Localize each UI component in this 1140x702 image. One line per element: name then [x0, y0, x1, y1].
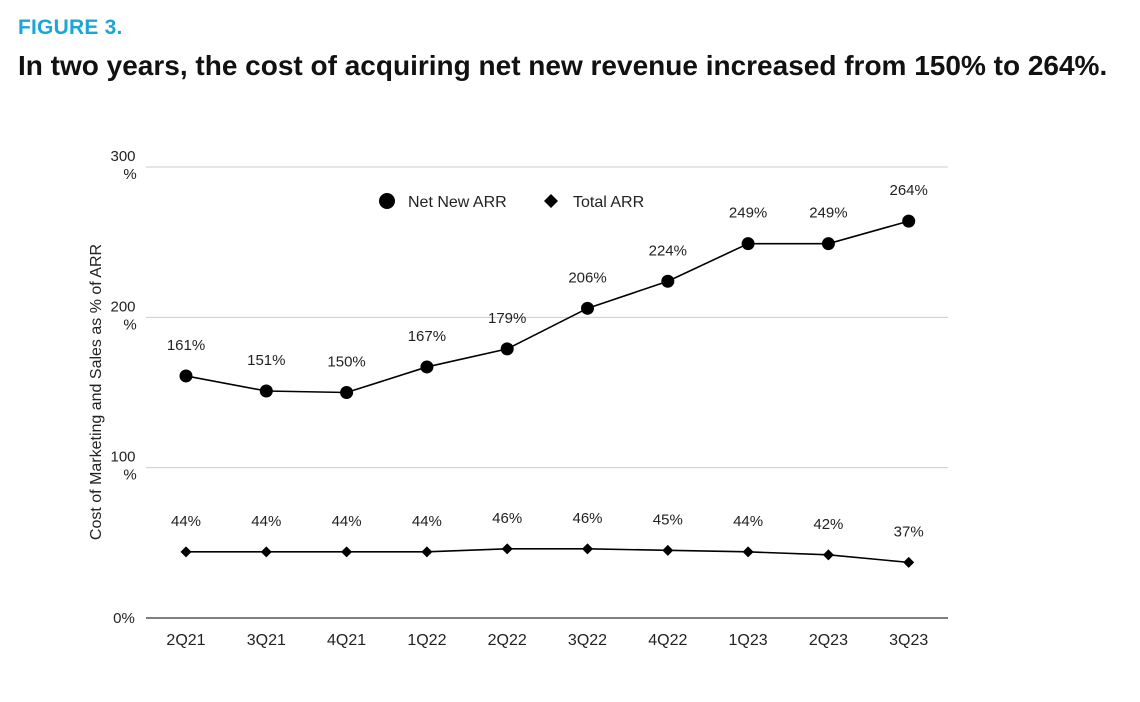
x-tick-label: 2Q23 — [809, 632, 848, 649]
data-label: 44% — [251, 513, 281, 530]
data-label: 44% — [412, 513, 442, 530]
x-tick-label: 1Q22 — [407, 632, 446, 649]
data-point — [661, 274, 675, 288]
data-point — [903, 556, 915, 568]
series-line — [185, 220, 909, 394]
data-point — [581, 301, 594, 315]
legend-marker — [544, 194, 558, 208]
x-tick-label: 4Q21 — [327, 632, 366, 649]
data-label: 249% — [809, 205, 847, 222]
data-label: 224% — [649, 242, 687, 259]
y-tick-label: 100% — [110, 449, 136, 484]
figure-label: FIGURE 3. — [18, 16, 123, 39]
series-total-arr: 44% 44% 44% 44% 46% 46% 45% 44% 42% 37% — [171, 510, 924, 568]
x-tick-label: 3Q22 — [568, 632, 607, 649]
series-net-new-arr: 161% 151% 150% 167% 179% 206% 224% 249% 249% 264% — [167, 182, 928, 399]
series-group: 161% 151% 150% 167% 179% 206% 224% 249% 249% 264%… — [167, 182, 928, 568]
data-point — [180, 546, 192, 558]
data-label: 45% — [653, 511, 683, 528]
y-tick-labels: 0% 100 % 200 % 300% — [110, 148, 136, 627]
data-point — [341, 546, 353, 558]
x-tick-labels: 2Q21 3Q21 4Q21 1Q22 2Q22 3Q22 4Q22 1Q23 2Q23 3Q23 — [166, 632, 928, 649]
data-label: 42% — [813, 516, 843, 533]
data-point — [421, 546, 433, 558]
data-label: 264% — [890, 182, 928, 199]
data-label: 46% — [492, 510, 522, 527]
data-point — [902, 214, 916, 228]
data-point — [500, 342, 514, 356]
data-point — [340, 386, 354, 399]
data-label: 44% — [733, 513, 763, 530]
legend-marker — [379, 193, 395, 209]
data-point — [822, 549, 834, 561]
x-tick-label: 3Q23 — [889, 632, 928, 649]
data-point — [501, 543, 513, 555]
data-label: 37% — [894, 523, 924, 540]
data-label: 167% — [408, 328, 446, 345]
data-point — [662, 544, 674, 556]
data-point — [742, 546, 754, 558]
data-label: 249% — [729, 205, 767, 222]
legend-label: Net New ARR — [408, 194, 507, 211]
y-tick-label: 0% — [113, 610, 135, 627]
data-point — [179, 369, 193, 383]
data-label: 44% — [332, 513, 362, 530]
data-point — [582, 543, 593, 555]
y-axis-label: Cost of Marketing and Sales as % of ARR — [88, 244, 105, 540]
data-point — [260, 546, 272, 558]
data-label: 161% — [167, 337, 205, 354]
x-tick-label: 3Q21 — [247, 632, 286, 649]
y-tick-label: 200% — [110, 298, 136, 333]
data-label: 46% — [572, 510, 602, 527]
data-label: 44% — [171, 513, 201, 530]
chart-headline: In two years, the cost of acquiring net … — [18, 50, 1108, 81]
data-label: 179% — [488, 310, 526, 327]
x-tick-label: 2Q22 — [488, 632, 527, 649]
data-label: 151% — [247, 352, 285, 369]
data-point — [259, 384, 273, 398]
grid-lines — [146, 166, 948, 619]
series-line — [186, 548, 909, 564]
data-point — [420, 360, 434, 374]
data-label: 150% — [327, 354, 365, 371]
data-point — [821, 237, 835, 251]
legend: Net New ARR Total ARR — [379, 193, 644, 211]
data-point — [741, 237, 755, 251]
data-label: 206% — [568, 269, 606, 286]
y-tick-label: 300% — [110, 148, 136, 183]
x-tick-label: 2Q21 — [166, 632, 205, 649]
x-tick-label: 1Q23 — [729, 632, 768, 649]
legend-label: Total ARR — [573, 194, 644, 211]
x-tick-label: 4Q22 — [648, 632, 687, 649]
